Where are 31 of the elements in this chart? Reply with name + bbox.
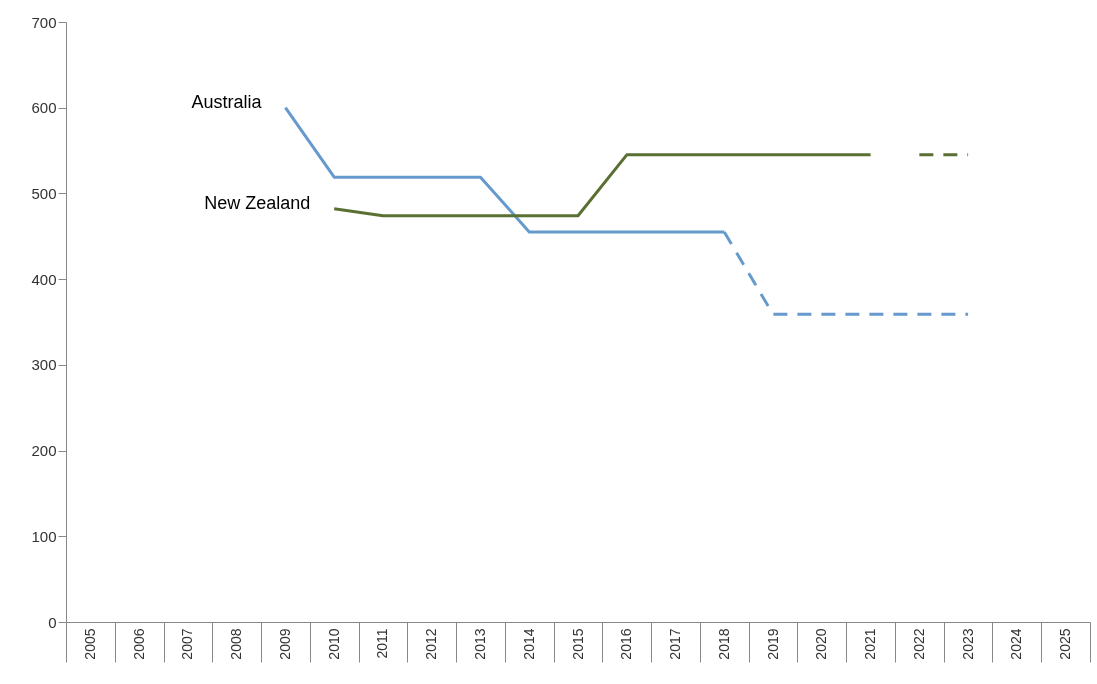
x-tick-label: 2010 (325, 628, 342, 660)
x-tick-label: 2025 (1057, 628, 1074, 660)
x-tick-label: 2012 (423, 628, 440, 660)
x-tick-label: 2005 (81, 628, 98, 660)
y-tick-label: 100 (31, 527, 57, 545)
x-tick-label: 2015 (569, 628, 586, 660)
x-tick-label: 2019 (764, 628, 781, 660)
y-tick-label: 700 (31, 13, 57, 31)
x-tick-label: 2011 (374, 628, 391, 659)
x-tick-label: 2007 (179, 628, 196, 660)
x-tick-label: 2021 (862, 628, 879, 660)
x-tick-label: 2008 (228, 628, 245, 660)
y-tick-label: 0 (48, 613, 57, 631)
x-tick-label: 2016 (618, 628, 635, 660)
series-label: Australia (191, 91, 263, 112)
x-tick-label: 2014 (520, 628, 537, 660)
y-tick-label: 500 (31, 184, 57, 202)
y-tick-label: 300 (31, 356, 57, 374)
series-label: New Zealand (204, 192, 311, 213)
x-tick-label: 2013 (471, 628, 488, 660)
y-tick-label: 200 (31, 442, 57, 460)
x-tick-label: 2020 (813, 628, 830, 660)
x-tick-label: 2023 (959, 628, 976, 660)
x-tick-label: 2017 (667, 628, 684, 660)
x-tick-label: 2006 (130, 628, 147, 660)
x-tick-label: 2018 (715, 628, 732, 660)
y-tick-label: 400 (31, 270, 57, 288)
x-tick-label: 2009 (276, 628, 293, 660)
x-tick-label: 2024 (1008, 628, 1025, 660)
y-tick-label: 600 (31, 99, 57, 117)
x-tick-label: 2022 (910, 628, 927, 660)
